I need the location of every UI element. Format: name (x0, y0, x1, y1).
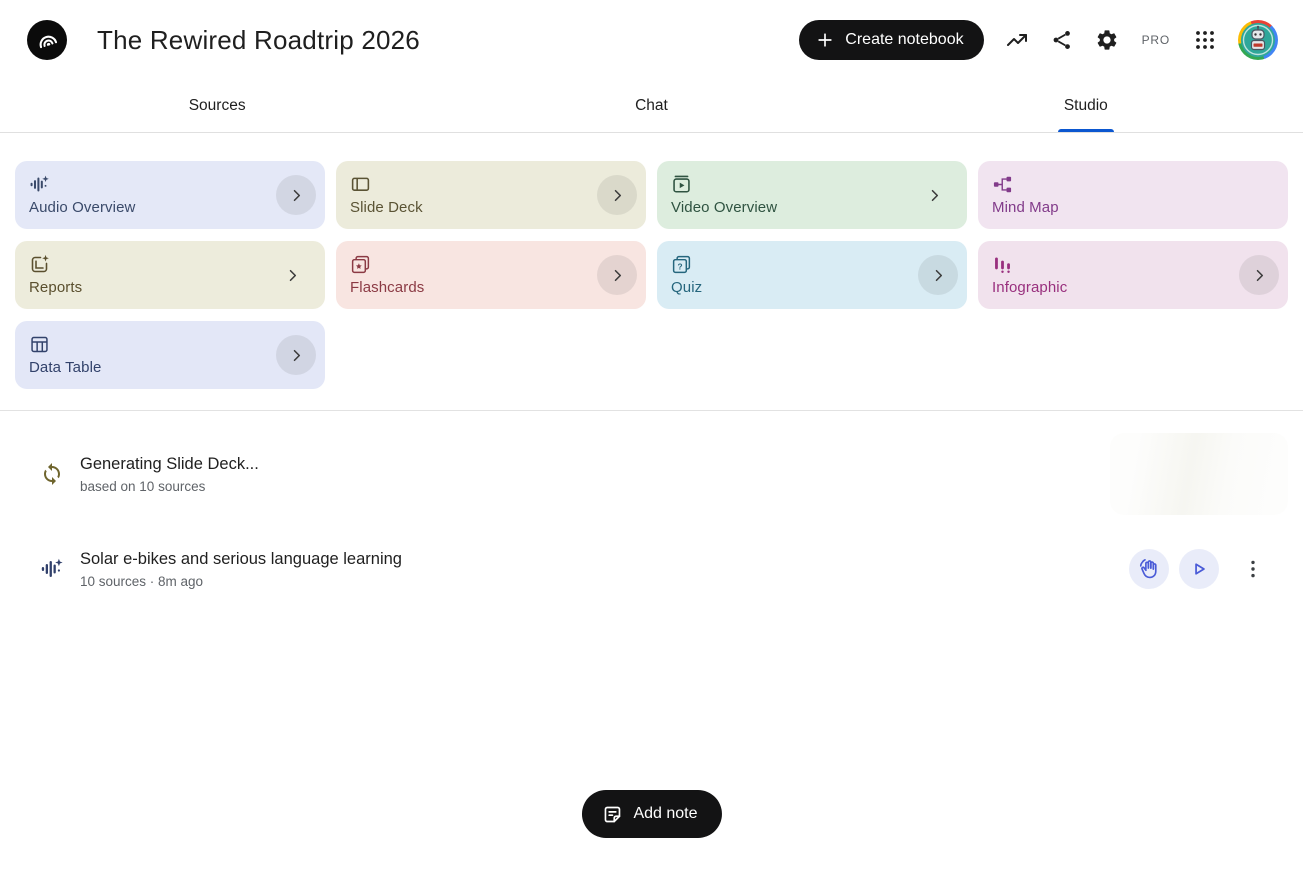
waving-hand-icon (1138, 558, 1160, 580)
card-label: Video Overview (671, 199, 778, 216)
studio-card-reports[interactable]: Reports (15, 241, 325, 309)
generating-item-row: Generating Slide Deck... based on 10 sou… (0, 433, 1303, 515)
generating-item-subtitle: based on 10 sources (80, 478, 206, 494)
avatar-image (1241, 23, 1275, 57)
studio-card-slide-deck[interactable]: Slide Deck (336, 161, 646, 229)
item-more-menu-button[interactable] (1241, 557, 1265, 581)
audio-item-actions (1129, 549, 1265, 589)
audio-item-title: Solar e-bikes and serious language learn… (80, 549, 402, 568)
audio-waveform-icon (29, 174, 50, 195)
sync-spinner-icon (40, 462, 64, 486)
play-icon (1188, 558, 1210, 580)
tab-sources[interactable]: Sources (188, 97, 246, 114)
chevron-right-icon (283, 266, 302, 285)
card-label: Flashcards (350, 279, 425, 296)
video-overview-open-button[interactable] (914, 175, 954, 215)
slide-deck-open-button[interactable] (597, 175, 637, 215)
note-icon (601, 804, 622, 825)
panel-tabs: Sources Chat Studio (0, 80, 1303, 133)
audio-overview-open-button[interactable] (276, 175, 316, 215)
settings-gear-icon[interactable] (1095, 28, 1119, 52)
infographic-icon (992, 254, 1013, 275)
add-note-button[interactable]: Add note (581, 790, 722, 838)
generating-item-title: Generating Slide Deck... (80, 454, 259, 473)
audio-waveform-icon (40, 557, 64, 581)
mind-map-icon (992, 174, 1013, 195)
studio-card-audio-overview[interactable]: Audio Overview (15, 161, 325, 229)
notebook-title[interactable]: The Rewired Roadtrip 2026 (97, 24, 420, 55)
chevron-right-icon (1250, 266, 1269, 285)
data-table-open-button[interactable] (276, 335, 316, 375)
studio-card-quiz[interactable]: Quiz (657, 241, 967, 309)
create-notebook-button[interactable]: Create notebook (799, 20, 984, 60)
audio-item-text: Solar e-bikes and serious language learn… (80, 550, 1129, 589)
flashcards-open-button[interactable] (597, 255, 637, 295)
card-label: Audio Overview (29, 199, 136, 216)
card-label: Infographic (992, 279, 1068, 296)
create-notebook-label: Create notebook (845, 31, 964, 48)
infographic-open-button[interactable] (1239, 255, 1279, 295)
data-table-icon (29, 334, 50, 355)
studio-card-video-overview[interactable]: Video Overview (657, 161, 967, 229)
reports-icon (29, 254, 50, 275)
generating-placeholder-shimmer (1110, 433, 1288, 515)
play-audio-button[interactable] (1179, 549, 1219, 589)
studio-card-flashcards[interactable]: Flashcards (336, 241, 646, 309)
chevron-right-icon (287, 186, 306, 205)
active-tab-underline (1057, 129, 1114, 132)
studio-card-infographic[interactable]: Infographic (978, 241, 1288, 309)
quiz-icon (671, 254, 692, 275)
card-label: Mind Map (992, 199, 1059, 216)
plus-icon (815, 30, 835, 50)
tab-studio[interactable]: Studio (869, 80, 1303, 132)
pro-badge: PRO (1141, 33, 1170, 47)
analytics-icon[interactable] (1005, 28, 1029, 52)
notebooklm-logo[interactable] (27, 20, 67, 60)
chevron-right-icon (608, 186, 627, 205)
google-apps-grid-icon[interactable] (1193, 28, 1217, 52)
top-bar: The Rewired Roadtrip 2026 Create noteboo… (0, 0, 1303, 80)
card-label: Reports (29, 279, 83, 296)
card-label: Data Table (29, 359, 102, 376)
more-vert-icon (1241, 557, 1265, 581)
chevron-right-icon (929, 266, 948, 285)
audio-item-subtitle: 10 sources · 8m ago (80, 573, 204, 589)
account-avatar[interactable] (1238, 20, 1278, 60)
tab-chat[interactable]: Chat (635, 97, 668, 114)
studio-output-list: Generating Slide Deck... based on 10 sou… (0, 433, 1303, 597)
chevron-right-icon (925, 186, 944, 205)
generating-item-text: Generating Slide Deck... based on 10 sou… (80, 455, 1110, 494)
audio-overview-item-row[interactable]: Solar e-bikes and serious language learn… (0, 541, 1303, 597)
chevron-right-icon (608, 266, 627, 285)
quiz-open-button[interactable] (918, 255, 958, 295)
card-label: Quiz (671, 279, 703, 296)
share-icon[interactable] (1050, 28, 1074, 52)
interactive-mode-button[interactable] (1129, 549, 1169, 589)
flashcards-icon (350, 254, 371, 275)
reports-open-button[interactable] (272, 255, 312, 295)
video-overview-icon (671, 174, 692, 195)
studio-divider (0, 410, 1303, 411)
slide-deck-icon (350, 174, 371, 195)
top-bar-actions: Create notebook PRO (799, 20, 1278, 60)
add-note-label: Add note (633, 805, 698, 822)
logo-wave-icon (32, 25, 62, 55)
studio-card-mind-map[interactable]: Mind Map (978, 161, 1288, 229)
card-label: Slide Deck (350, 199, 423, 216)
chevron-right-icon (287, 346, 306, 365)
studio-card-data-table[interactable]: Data Table (15, 321, 325, 389)
studio-card-grid: Audio Overview Slide Deck Video Overview… (0, 133, 1303, 389)
